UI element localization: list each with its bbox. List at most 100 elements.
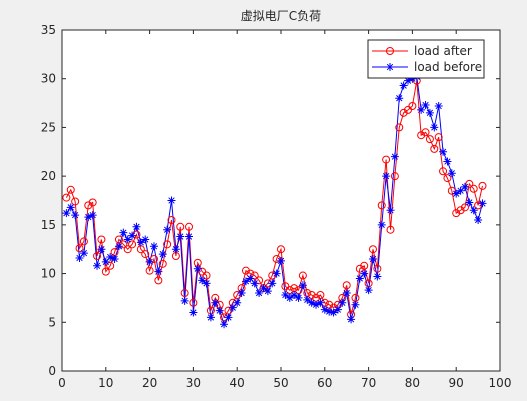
circle-marker	[250, 271, 259, 280]
chart-title: 虚拟电厂C负荷	[241, 9, 321, 23]
star-marker	[250, 279, 259, 288]
circle-marker	[355, 264, 364, 273]
circle-marker	[465, 179, 474, 188]
x-tick-label: 80	[405, 376, 420, 390]
star-marker	[110, 254, 119, 263]
star-marker	[180, 296, 189, 305]
circle-marker	[163, 240, 172, 249]
circle-marker	[233, 291, 242, 300]
star-marker	[75, 253, 84, 262]
y-tick-label: 35	[41, 23, 56, 37]
star-marker	[478, 199, 487, 208]
star-marker	[246, 274, 255, 283]
x-tick-label: 20	[142, 376, 157, 390]
star-marker	[285, 293, 294, 302]
star-marker	[189, 308, 198, 317]
y-tick-label: 0	[48, 364, 56, 378]
star-marker	[395, 94, 404, 103]
x-tick-label: 60	[317, 376, 332, 390]
star-marker	[290, 291, 299, 300]
star-marker	[106, 253, 115, 262]
star-marker	[474, 215, 483, 224]
star-marker	[456, 186, 465, 195]
star-marker	[123, 235, 132, 244]
star-marker	[355, 274, 364, 283]
circle-marker	[342, 281, 351, 290]
circle-marker	[395, 123, 404, 132]
star-marker	[88, 211, 97, 220]
star-marker	[333, 305, 342, 314]
circle-marker	[469, 184, 478, 193]
circle-marker	[456, 206, 465, 215]
circle-marker	[421, 128, 430, 137]
legend-label: load after	[414, 44, 472, 58]
star-marker	[439, 147, 448, 156]
circle-marker	[434, 133, 443, 142]
star-marker	[303, 295, 312, 304]
star-marker	[281, 291, 290, 300]
star-marker	[443, 157, 452, 166]
circle-marker	[439, 167, 448, 176]
star-marker	[255, 289, 264, 298]
star-marker	[233, 298, 242, 307]
star-marker	[465, 198, 474, 207]
y-tick-label: 15	[41, 218, 56, 232]
circle-marker	[71, 197, 80, 206]
circle-marker	[241, 266, 250, 275]
star-marker	[460, 182, 469, 191]
star-marker	[119, 228, 128, 237]
star-marker	[132, 222, 141, 231]
star-marker	[417, 105, 426, 114]
x-tick-label: 70	[361, 376, 376, 390]
star-marker	[101, 257, 110, 266]
star-marker	[220, 320, 229, 329]
x-tick-label: 100	[489, 376, 512, 390]
star-marker	[259, 284, 268, 293]
star-marker	[224, 313, 233, 322]
star-marker	[185, 232, 194, 241]
circle-marker	[180, 289, 189, 298]
circle-marker	[84, 201, 93, 210]
circle-marker	[316, 291, 325, 300]
circle-marker	[360, 261, 369, 270]
star-marker	[84, 213, 93, 222]
star-marker	[114, 242, 123, 251]
star-marker	[176, 232, 185, 241]
star-marker	[206, 313, 215, 322]
circle-marker	[460, 203, 469, 212]
star-marker	[298, 281, 307, 290]
star-marker	[316, 298, 325, 307]
star-marker	[228, 303, 237, 312]
series-line	[65, 80, 483, 319]
star-marker	[382, 172, 391, 181]
star-marker	[329, 308, 338, 317]
star-marker	[277, 256, 285, 265]
star-marker	[211, 298, 220, 307]
circle-marker	[167, 215, 176, 224]
star-marker	[268, 279, 277, 288]
circle-marker	[390, 172, 399, 181]
circle-marker	[452, 209, 461, 218]
star-marker	[469, 206, 478, 215]
circle-marker	[79, 237, 88, 246]
circle-marker	[443, 174, 452, 183]
circle-marker	[119, 240, 128, 249]
x-tick-label: 50	[273, 376, 288, 390]
circle-marker	[386, 47, 394, 55]
star-marker	[237, 289, 246, 298]
x-tick-label: 10	[98, 376, 113, 390]
star-marker	[154, 267, 163, 276]
star-marker	[263, 287, 272, 296]
star-marker	[66, 203, 75, 212]
star-marker	[145, 257, 154, 266]
circle-marker	[255, 276, 264, 285]
star-marker	[364, 286, 373, 295]
star-marker	[368, 254, 377, 263]
y-tick-label: 30	[41, 72, 56, 86]
legend-label: load before	[414, 60, 482, 74]
star-marker	[386, 206, 395, 215]
star-marker	[215, 306, 224, 315]
circle-marker	[399, 108, 408, 117]
circle-marker	[294, 286, 303, 295]
